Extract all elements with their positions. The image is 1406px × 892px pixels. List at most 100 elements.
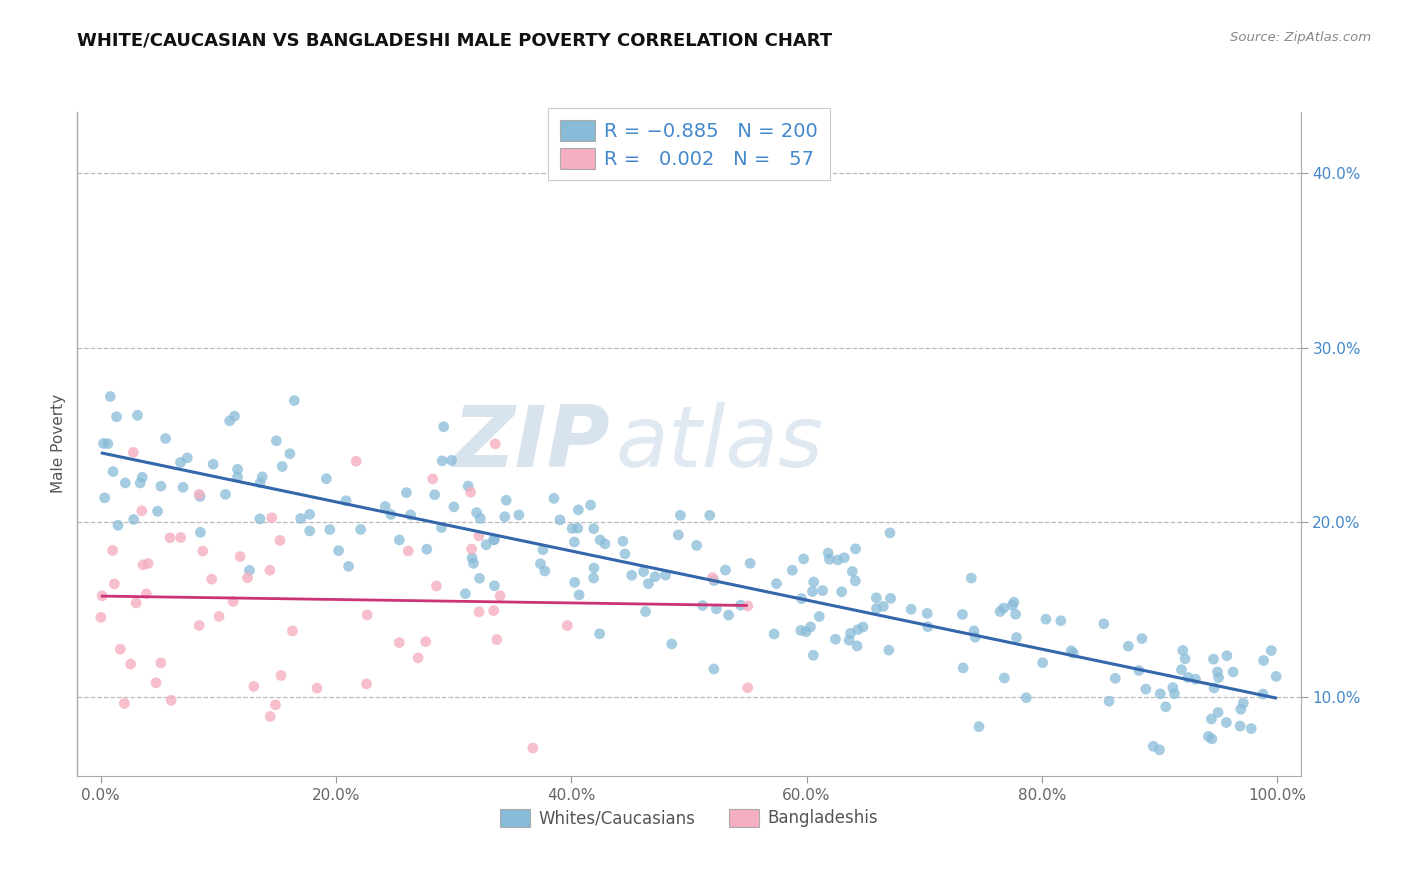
Point — [579, 498, 602, 512]
Point — [782, 563, 804, 577]
Point — [703, 574, 725, 588]
Point — [879, 591, 901, 606]
Point — [555, 618, 578, 632]
Point — [191, 544, 214, 558]
Point — [440, 453, 463, 467]
Point — [475, 538, 498, 552]
Point — [1215, 715, 1237, 730]
Point — [589, 533, 612, 547]
Point — [1265, 669, 1288, 683]
Point — [97, 436, 120, 450]
Point — [1222, 665, 1244, 679]
Point — [1130, 632, 1153, 646]
Point — [283, 393, 305, 408]
Point — [190, 525, 212, 540]
Point — [917, 607, 939, 621]
Point — [567, 503, 589, 517]
Point — [145, 675, 167, 690]
Point — [224, 409, 246, 424]
Point — [827, 553, 849, 567]
Point — [1035, 612, 1057, 626]
Y-axis label: Male Poverty: Male Poverty — [51, 394, 66, 493]
Point — [1092, 616, 1115, 631]
Point — [803, 574, 825, 589]
Point — [620, 568, 643, 582]
Point — [832, 550, 855, 565]
Point — [740, 556, 762, 570]
Point — [1001, 599, 1024, 613]
Point — [93, 436, 115, 450]
Point — [1202, 652, 1225, 666]
Point — [872, 599, 894, 614]
Legend: Whites/Caucasians, Bangladeshis: Whites/Caucasians, Bangladeshis — [494, 802, 884, 834]
Point — [1002, 595, 1025, 609]
Point — [395, 485, 418, 500]
Point — [107, 518, 129, 533]
Point — [188, 490, 211, 504]
Point — [967, 720, 990, 734]
Point — [127, 409, 149, 423]
Point — [1004, 607, 1026, 622]
Point — [522, 741, 544, 756]
Point — [91, 589, 114, 603]
Point — [98, 390, 121, 404]
Point — [463, 557, 485, 571]
Point — [1060, 644, 1083, 658]
Point — [818, 552, 841, 566]
Point — [1240, 722, 1263, 736]
Point — [1260, 643, 1282, 657]
Point — [852, 620, 875, 634]
Point — [176, 450, 198, 465]
Point — [489, 589, 512, 603]
Point — [482, 533, 505, 547]
Point — [457, 479, 479, 493]
Point — [1204, 681, 1226, 695]
Point — [260, 510, 283, 524]
Point — [993, 671, 1015, 685]
Point — [454, 587, 477, 601]
Point — [114, 475, 136, 490]
Point — [633, 565, 655, 579]
Point — [160, 693, 183, 707]
Point — [838, 633, 860, 648]
Point — [1142, 739, 1164, 754]
Point — [960, 571, 983, 585]
Point — [484, 533, 506, 547]
Point — [917, 620, 939, 634]
Point — [131, 470, 153, 484]
Point — [1174, 652, 1197, 666]
Point — [90, 610, 112, 624]
Point — [1232, 696, 1254, 710]
Point — [799, 620, 821, 634]
Point — [846, 623, 869, 637]
Point — [380, 508, 402, 522]
Point — [865, 601, 887, 615]
Point — [328, 543, 350, 558]
Point — [335, 493, 357, 508]
Text: WHITE/CAUCASIAN VS BANGLADESHI MALE POVERTY CORRELATION CHART: WHITE/CAUCASIAN VS BANGLADESHI MALE POVE… — [77, 31, 832, 49]
Point — [817, 546, 839, 560]
Point — [337, 559, 360, 574]
Point — [1251, 687, 1274, 701]
Point — [416, 542, 439, 557]
Point — [112, 697, 135, 711]
Point — [952, 607, 974, 622]
Point — [93, 491, 115, 505]
Point — [468, 529, 491, 543]
Point — [1208, 671, 1230, 685]
Point — [1206, 706, 1229, 720]
Point — [226, 462, 249, 476]
Point — [249, 475, 271, 490]
Point — [136, 557, 159, 571]
Point — [1149, 687, 1171, 701]
Point — [120, 657, 142, 672]
Point — [582, 571, 605, 585]
Point — [877, 643, 900, 657]
Point — [461, 551, 484, 566]
Point — [1049, 614, 1071, 628]
Point — [865, 591, 887, 605]
Point — [460, 485, 482, 500]
Point — [202, 457, 225, 471]
Point — [1005, 631, 1028, 645]
Point — [269, 533, 291, 548]
